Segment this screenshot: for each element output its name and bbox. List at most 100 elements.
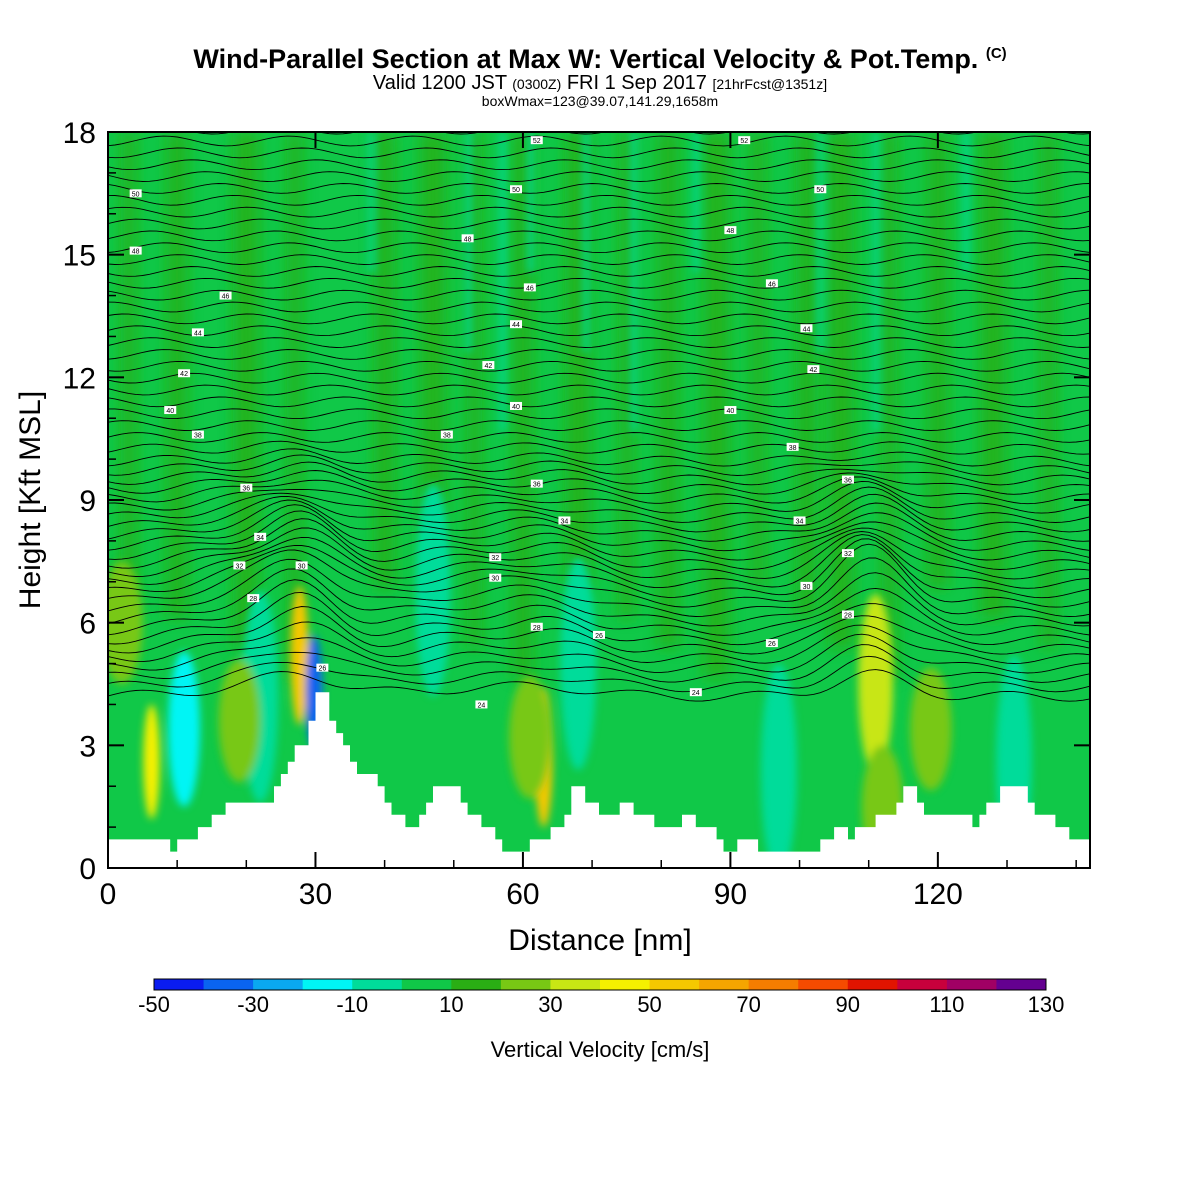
colorbar-swatch: [600, 979, 651, 990]
colorbar-tick-label: 110: [929, 992, 964, 1017]
updraft-column: [1040, 132, 1057, 649]
theta-label-box: [765, 639, 778, 648]
theta-label-box: [841, 549, 854, 558]
theta-label-box: [793, 516, 806, 525]
theta-label-text: 48: [464, 236, 472, 243]
theta-label-text: 44: [512, 322, 520, 329]
theta-contour: [108, 53, 1090, 63]
y-tick-label: 0: [79, 853, 96, 886]
chart-title: Wind-Parallel Section at Max W: Vertical…: [0, 44, 1200, 75]
colorbar-swatch: [897, 979, 948, 990]
theta-label: 30: [295, 561, 308, 570]
theta-contour: [108, 337, 1090, 348]
downdraft-streak: [367, 132, 376, 272]
theta-label-box: [295, 561, 308, 570]
theta-label-box: [240, 483, 253, 492]
theta-contour: [108, 230, 1090, 242]
theta-label-box: [807, 365, 820, 374]
theta-contour: [108, 313, 1090, 325]
colorbar-tick-label: 130: [1028, 992, 1065, 1017]
theta-label-text: 32: [491, 555, 499, 562]
theta-label-box: [786, 442, 799, 451]
theta-label-text: 50: [512, 187, 520, 194]
valid-time-utc: (0300Z): [512, 76, 562, 92]
velocity-cell: [290, 585, 309, 725]
theta-label-text: 48: [726, 228, 734, 235]
theta-contour: [108, 621, 1090, 664]
theta-label-box: [510, 401, 523, 410]
valid-time: Valid 1200 JST: [372, 72, 507, 94]
downdraft-streak: [630, 132, 639, 432]
colorbar-swatch: [352, 979, 403, 990]
colorbar-tick-label: 70: [736, 992, 760, 1017]
y-tick-label: 15: [63, 240, 96, 273]
theta-label: 24: [475, 700, 488, 709]
colorbar-swatch: [550, 979, 601, 990]
theta-label: 46: [765, 279, 778, 288]
theta-contour: [108, 669, 1090, 702]
theta-label-box: [530, 479, 543, 488]
theta-label-box: [724, 406, 737, 415]
theta-label-text: 38: [194, 433, 202, 440]
colorbar-swatch: [996, 979, 1047, 990]
theta-contour: [108, 360, 1090, 372]
colorbar-swatch: [154, 979, 205, 990]
theta-contour: [108, 254, 1090, 265]
theta-label-box: [475, 700, 488, 709]
theta-contour: [108, 183, 1090, 194]
velocity-cell: [168, 651, 200, 807]
colorbar-frame: [153, 978, 1047, 991]
x-tick-label: 60: [506, 878, 539, 911]
theta-label-box: [489, 573, 502, 582]
terrain: [108, 692, 1090, 868]
theta-contour: [108, 543, 1090, 608]
colorbar-tick-label: 90: [836, 992, 860, 1017]
theta-contour: [108, 420, 1090, 431]
theta-label: 30: [489, 573, 502, 583]
theta-label-box: [489, 553, 502, 562]
colorbar-swatch: [401, 979, 452, 990]
theta-contour: [108, 135, 1090, 147]
theta-label-text: 30: [298, 563, 306, 570]
theta-label-box: [482, 361, 495, 370]
theta-label: 32: [489, 553, 502, 562]
theta-label-box: [724, 226, 737, 235]
theta-label-text: 50: [132, 191, 140, 198]
y-tick-label: 9: [79, 485, 96, 518]
theta-contour: [108, 89, 1090, 99]
theta-label: 24: [689, 688, 702, 697]
colorbar-swatch: [203, 979, 254, 990]
theta-label-text: 36: [533, 482, 541, 489]
theta-label: 28: [841, 610, 854, 619]
theta-label: 34: [558, 516, 571, 525]
colorbar-swatch: [253, 979, 304, 990]
theta-label-box: [765, 279, 778, 288]
theta-label: 36: [530, 479, 543, 489]
theta-contour: [108, 486, 1090, 523]
theta-label-text: 30: [803, 584, 811, 591]
colorbar-swatch: [451, 979, 502, 990]
theta-label-box: [593, 630, 605, 639]
theta-label-text: 38: [443, 433, 451, 440]
colorbar-tick-label: -50: [138, 992, 170, 1017]
theta-contour: [108, 518, 1090, 570]
theta-label: 36: [240, 483, 253, 493]
theta-contour: [108, 510, 1090, 561]
theta-label: 34: [793, 516, 806, 525]
theta-label: 38: [191, 430, 204, 440]
theta-label-text: 26: [768, 641, 776, 648]
theta-contour: [108, 538, 1090, 599]
theta-label-text: 50: [816, 187, 824, 194]
colorbar-swatch: [500, 979, 551, 990]
theta-label: 46: [219, 291, 232, 301]
terrain-mask: [108, 692, 1090, 868]
theta-label: 48: [724, 226, 737, 235]
y-tick-label: 12: [63, 362, 96, 395]
colorbar-tick-label: -30: [237, 992, 269, 1017]
theta-label: 32: [233, 561, 246, 570]
theta-label-text: 24: [478, 702, 486, 709]
theta-contour: [108, 633, 1090, 674]
theta-label-text: 32: [235, 563, 243, 570]
colorbar-swatch: [699, 979, 750, 990]
